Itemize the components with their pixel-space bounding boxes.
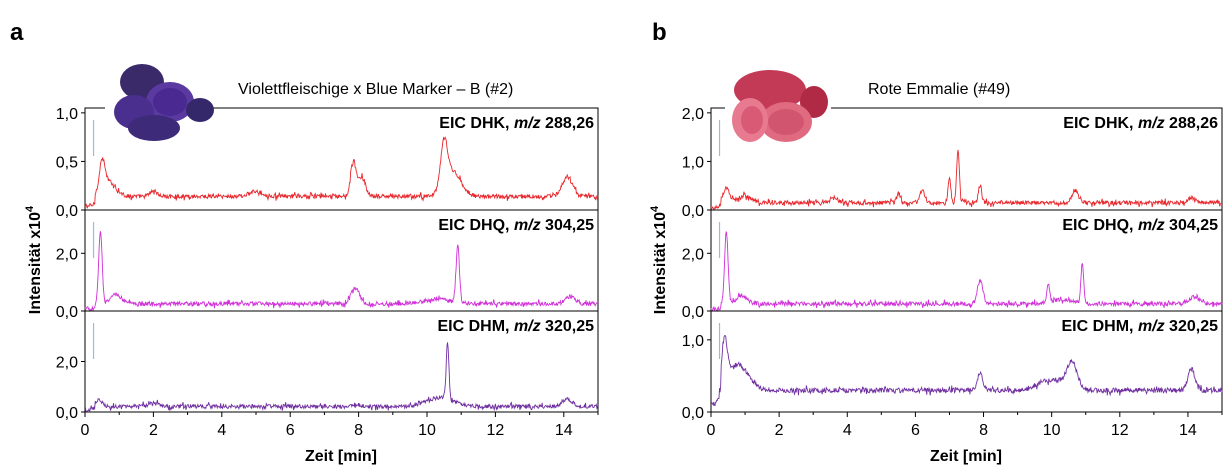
panel-letter: b bbox=[652, 19, 667, 46]
plot-frame bbox=[710, 310, 1223, 413]
y-tick-label: 0,0 bbox=[56, 304, 78, 321]
panel-b: b 0,0 1,0 2,0 EIC DHK, m/z 288,26 0,0 2,0 EIC D… bbox=[649, 19, 1223, 465]
panel-title: Rote Emmalie (#49) bbox=[868, 81, 1010, 98]
series-label: EIC DHQ, m/z 304,25 bbox=[438, 217, 594, 234]
y-axis-label: Intensität x104 bbox=[649, 205, 669, 314]
series-label: EIC DHM, m/z 320,25 bbox=[1061, 318, 1218, 335]
y-tick-label: 0,0 bbox=[56, 405, 78, 422]
x-tick-label: 10 bbox=[1043, 422, 1061, 439]
x-tick-label: 0 bbox=[81, 422, 90, 439]
trace-eic-dhm bbox=[84, 342, 599, 414]
x-tick-label: 8 bbox=[979, 422, 988, 439]
y-tick-label: 1,0 bbox=[682, 154, 704, 171]
series-label: EIC DHK, m/z 288,26 bbox=[439, 115, 594, 132]
potato-flesh bbox=[741, 106, 763, 134]
x-tick-label: 6 bbox=[911, 422, 920, 439]
y-tick-label: 2,0 bbox=[56, 246, 78, 263]
y-tick-label: 2,0 bbox=[56, 355, 78, 372]
x-tick-label: 10 bbox=[418, 422, 436, 439]
y-tick-label: 2,0 bbox=[682, 106, 704, 123]
y-tick-label: 0,0 bbox=[682, 203, 704, 220]
trace-eic-dhq bbox=[710, 231, 1223, 312]
potato-flesh bbox=[153, 88, 187, 116]
x-tick-label: 6 bbox=[286, 422, 295, 439]
x-tick-label: 12 bbox=[487, 422, 505, 439]
series-label: EIC DHK, m/z 288,26 bbox=[1063, 115, 1218, 132]
y-tick-label: 1,0 bbox=[56, 106, 78, 123]
x-tick-label: 2 bbox=[149, 422, 158, 439]
trace-eic-dhk bbox=[84, 136, 599, 209]
potato-flesh bbox=[768, 109, 804, 135]
trace-eic-dhk bbox=[710, 149, 1223, 211]
panel-a: a 0,0 0,5 1,0 EIC DHK, m/z 288,26 0,0 2,0 EIC D… bbox=[10, 19, 599, 465]
panel-letter: a bbox=[10, 19, 24, 46]
y-tick-label: 1,0 bbox=[682, 333, 704, 350]
x-tick-label: 4 bbox=[217, 422, 226, 439]
red-potato-photo bbox=[732, 70, 828, 142]
series-label: EIC DHQ, m/z 304,25 bbox=[1062, 217, 1218, 234]
x-tick-label: 2 bbox=[775, 422, 784, 439]
y-tick-label: 0,5 bbox=[56, 154, 78, 171]
x-tick-label: 8 bbox=[354, 422, 363, 439]
x-axis-label: Zeit [min] bbox=[305, 448, 377, 465]
potato-skin bbox=[800, 86, 828, 118]
panel-title: Violettfleischige x Blue Marker – B (#2) bbox=[238, 81, 513, 98]
trace-eic-dhm bbox=[710, 335, 1223, 407]
y-tick-label: 0,0 bbox=[682, 405, 704, 422]
x-tick-label: 12 bbox=[1111, 422, 1129, 439]
y-tick-label: 0,0 bbox=[682, 304, 704, 321]
x-axis-label: Zeit [min] bbox=[930, 448, 1002, 465]
y-axis-label: Intensität x104 bbox=[24, 205, 44, 314]
x-tick-label: 4 bbox=[843, 422, 852, 439]
x-tick-label: 0 bbox=[707, 422, 716, 439]
y-tick-label: 0,0 bbox=[56, 203, 78, 220]
x-tick-label: 14 bbox=[555, 422, 573, 439]
y-tick-label: 2,0 bbox=[682, 246, 704, 263]
potato-skin bbox=[186, 98, 214, 122]
x-tick-label: 14 bbox=[1179, 422, 1197, 439]
series-label: EIC DHM, m/z 320,25 bbox=[437, 318, 594, 335]
trace-eic-dhq bbox=[84, 231, 599, 313]
purple-potato-photo bbox=[114, 64, 214, 141]
potato-cut bbox=[128, 115, 180, 141]
